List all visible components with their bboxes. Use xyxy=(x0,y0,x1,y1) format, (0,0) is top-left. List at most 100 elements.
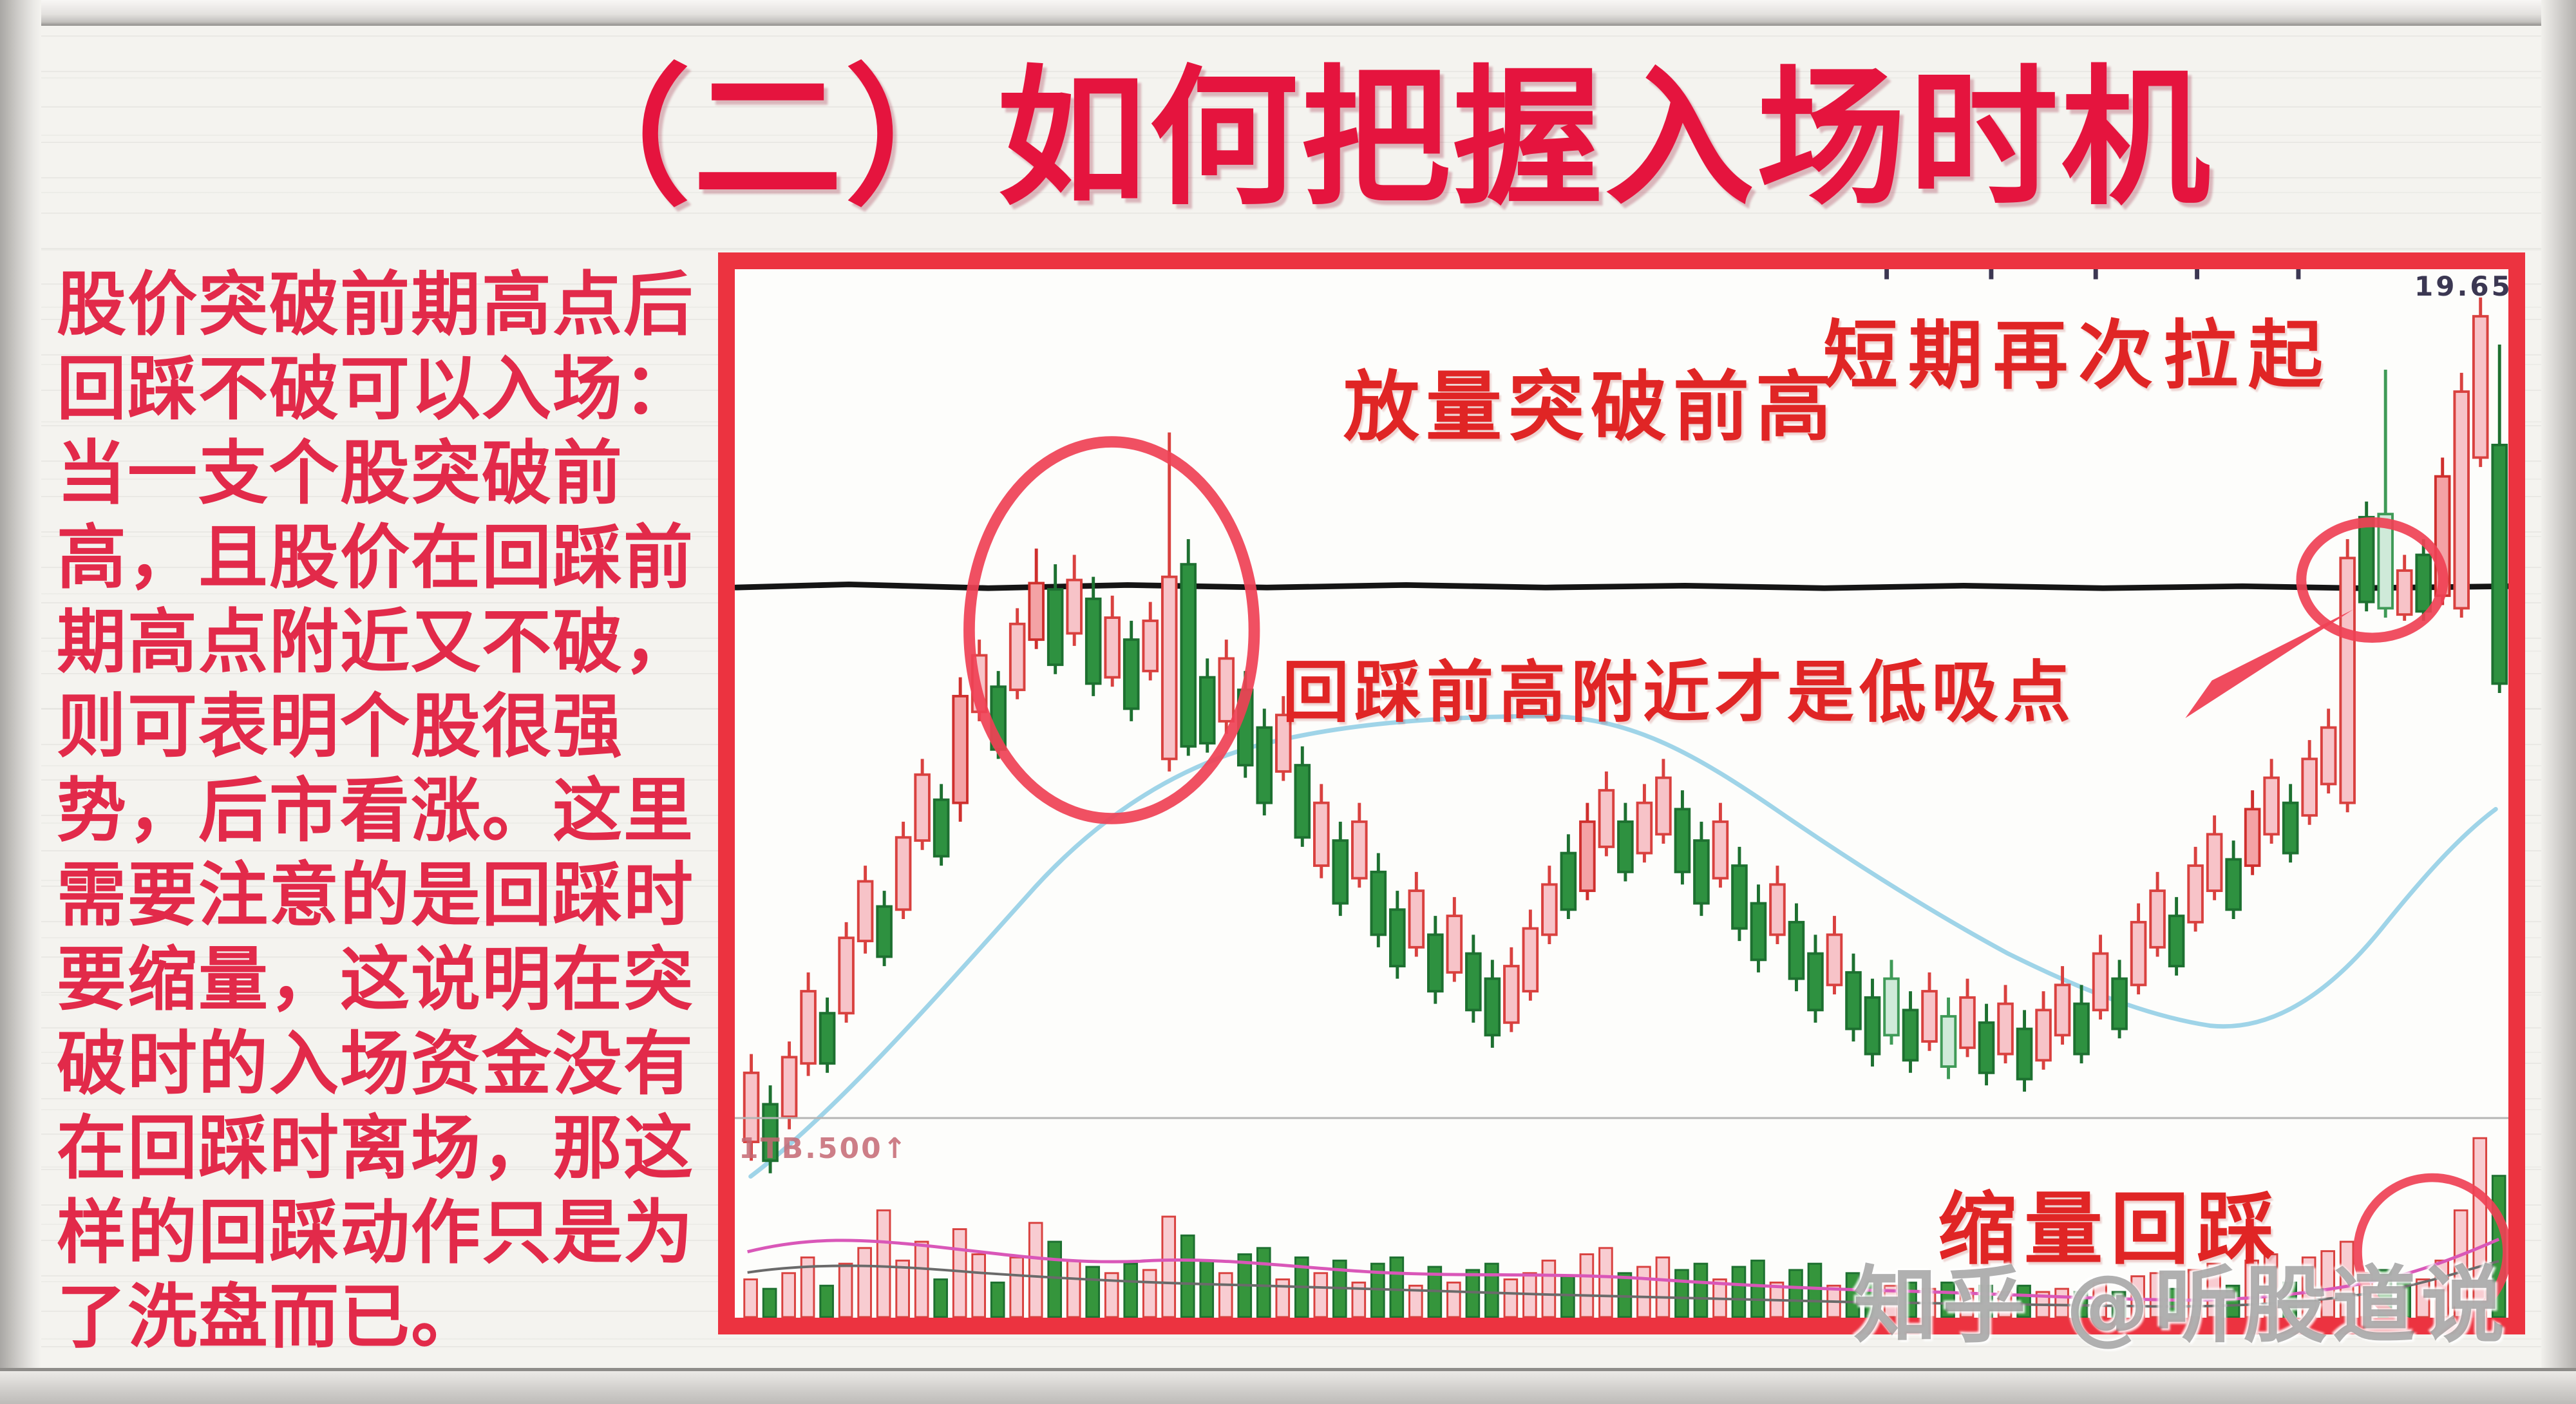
volume-bar xyxy=(1598,1247,1613,1318)
candle-body xyxy=(1769,883,1786,936)
volume-bar xyxy=(1218,1272,1233,1318)
candle-body xyxy=(2244,808,2261,868)
candle-body xyxy=(1807,952,1824,1012)
volume-bar xyxy=(2320,1250,2335,1318)
volume-ma-line-magenta xyxy=(747,1237,2500,1302)
volume-bar xyxy=(1807,1262,1823,1318)
candle-body xyxy=(2282,801,2299,855)
price-ma-line xyxy=(748,714,2498,1179)
volume-bar xyxy=(1788,1269,1803,1318)
volume-bar xyxy=(971,1253,986,1318)
candle-body xyxy=(2415,553,2432,613)
candle-body xyxy=(914,773,931,842)
candle-body xyxy=(2377,513,2394,610)
pullback-arrow xyxy=(2185,609,2354,719)
previous-high-line xyxy=(735,581,2508,591)
volume-bar xyxy=(2415,1278,2430,1318)
candle-body xyxy=(1712,820,1729,880)
volume-bar xyxy=(762,1287,777,1318)
volume-bar xyxy=(1446,1281,1461,1318)
candle-body xyxy=(1617,820,1634,873)
pullback-highlight-circle xyxy=(2296,517,2448,643)
candle-body xyxy=(743,1071,760,1143)
paragraph-line: 则可表明个股很强 xyxy=(57,687,624,767)
candlestick-chart-frame: 放量突破前高 短期再次拉起 回踩前高附近才是低吸点 缩量回踩 19.65 1TB… xyxy=(718,252,2525,1334)
candle-body xyxy=(2073,1002,2090,1056)
volume-bar xyxy=(1484,1262,1499,1318)
volume-bar xyxy=(914,1240,929,1318)
shrinking-volume-circle xyxy=(2353,1173,2508,1318)
volume-bar xyxy=(1009,1256,1025,1318)
top-axis-tick xyxy=(1884,269,1889,280)
candle-body xyxy=(1902,1009,1919,1062)
volume-bar xyxy=(1047,1240,1063,1318)
volume-bar xyxy=(1541,1259,1557,1318)
candle-body xyxy=(952,694,969,804)
volume-bar xyxy=(1731,1266,1747,1318)
volume-bar xyxy=(1028,1222,1043,1318)
annotation-volume-breakout: 放量突破前高 xyxy=(1343,363,1839,451)
paragraph-line: 了洗盘而已。 xyxy=(57,1277,482,1358)
paragraph-line: 要缩量，这说明在突 xyxy=(57,940,695,1020)
paragraph-line: 股价突破前期高点后 xyxy=(57,265,695,345)
candle-body xyxy=(2035,1009,2052,1062)
volume-bar xyxy=(1408,1284,1423,1318)
candle-body xyxy=(1009,622,1026,692)
volume-pane-label: 1TB.500↑ xyxy=(739,1132,909,1165)
candle-body xyxy=(1940,1015,1957,1068)
candle-body xyxy=(1997,1002,2014,1056)
volume-bar xyxy=(2206,1262,2221,1318)
candle-body xyxy=(1503,965,1520,1024)
volume-bar xyxy=(1180,1234,1195,1318)
candle-body xyxy=(2472,315,2489,459)
candle-body xyxy=(1883,977,1900,1037)
annotation-shrinking-volume-pullback: 缩量回踩 xyxy=(1938,1184,2283,1275)
candle-body xyxy=(1066,578,1083,635)
volume-ma-line-dark xyxy=(747,1260,2499,1308)
candle-body xyxy=(933,798,950,858)
candle-body xyxy=(1046,588,1064,667)
candle-body xyxy=(2016,1027,2033,1081)
volume-bar xyxy=(1104,1272,1119,1318)
volume-bar xyxy=(1066,1259,1081,1318)
volume-bar xyxy=(2263,1253,2278,1318)
candle-body xyxy=(857,880,874,943)
volume-bar xyxy=(1465,1269,1481,1318)
candle-body xyxy=(800,990,817,1065)
candle-body xyxy=(1598,789,1615,848)
candle-body xyxy=(1104,616,1121,679)
annotation-dip-buy-point: 回踩前高附近才是低吸点 xyxy=(1282,653,2076,732)
candle-body xyxy=(1256,726,1273,804)
volume-bar xyxy=(1655,1256,1671,1318)
candle-body xyxy=(2168,915,2185,968)
candlestick-chart-canvas xyxy=(735,269,2508,1318)
volume-bar xyxy=(2244,1259,2259,1318)
volume-bar xyxy=(2225,1284,2240,1318)
candle-body xyxy=(1484,977,1501,1037)
candle-body xyxy=(2092,952,2109,1012)
candle-body xyxy=(1674,808,1691,873)
candle-body xyxy=(819,1012,836,1065)
paragraph-line: 势，后市看涨。这里 xyxy=(57,771,695,851)
volume-bar xyxy=(1389,1256,1405,1318)
volume-bar xyxy=(1275,1278,1291,1318)
candle-body xyxy=(1636,801,1653,855)
paragraph-line: 期高点附近又不破， xyxy=(57,602,695,683)
candle-body xyxy=(2396,569,2413,616)
volume-bar xyxy=(895,1259,910,1318)
candle-body xyxy=(1541,883,1558,936)
volume-bar xyxy=(1351,1281,1367,1318)
paragraph-line: 需要注意的是回踩时 xyxy=(57,855,695,936)
volume-bar xyxy=(1123,1262,1139,1318)
volume-bar xyxy=(1199,1259,1215,1318)
volume-bar xyxy=(838,1262,853,1318)
top-axis-tick xyxy=(2093,269,2098,280)
candle-body xyxy=(1522,927,1539,993)
candle-body xyxy=(2491,444,2508,685)
candle-body xyxy=(876,905,893,958)
volume-bar xyxy=(876,1209,891,1318)
candle-body xyxy=(1864,996,1881,1056)
volume-bar xyxy=(952,1228,967,1318)
candle-body xyxy=(895,836,912,911)
